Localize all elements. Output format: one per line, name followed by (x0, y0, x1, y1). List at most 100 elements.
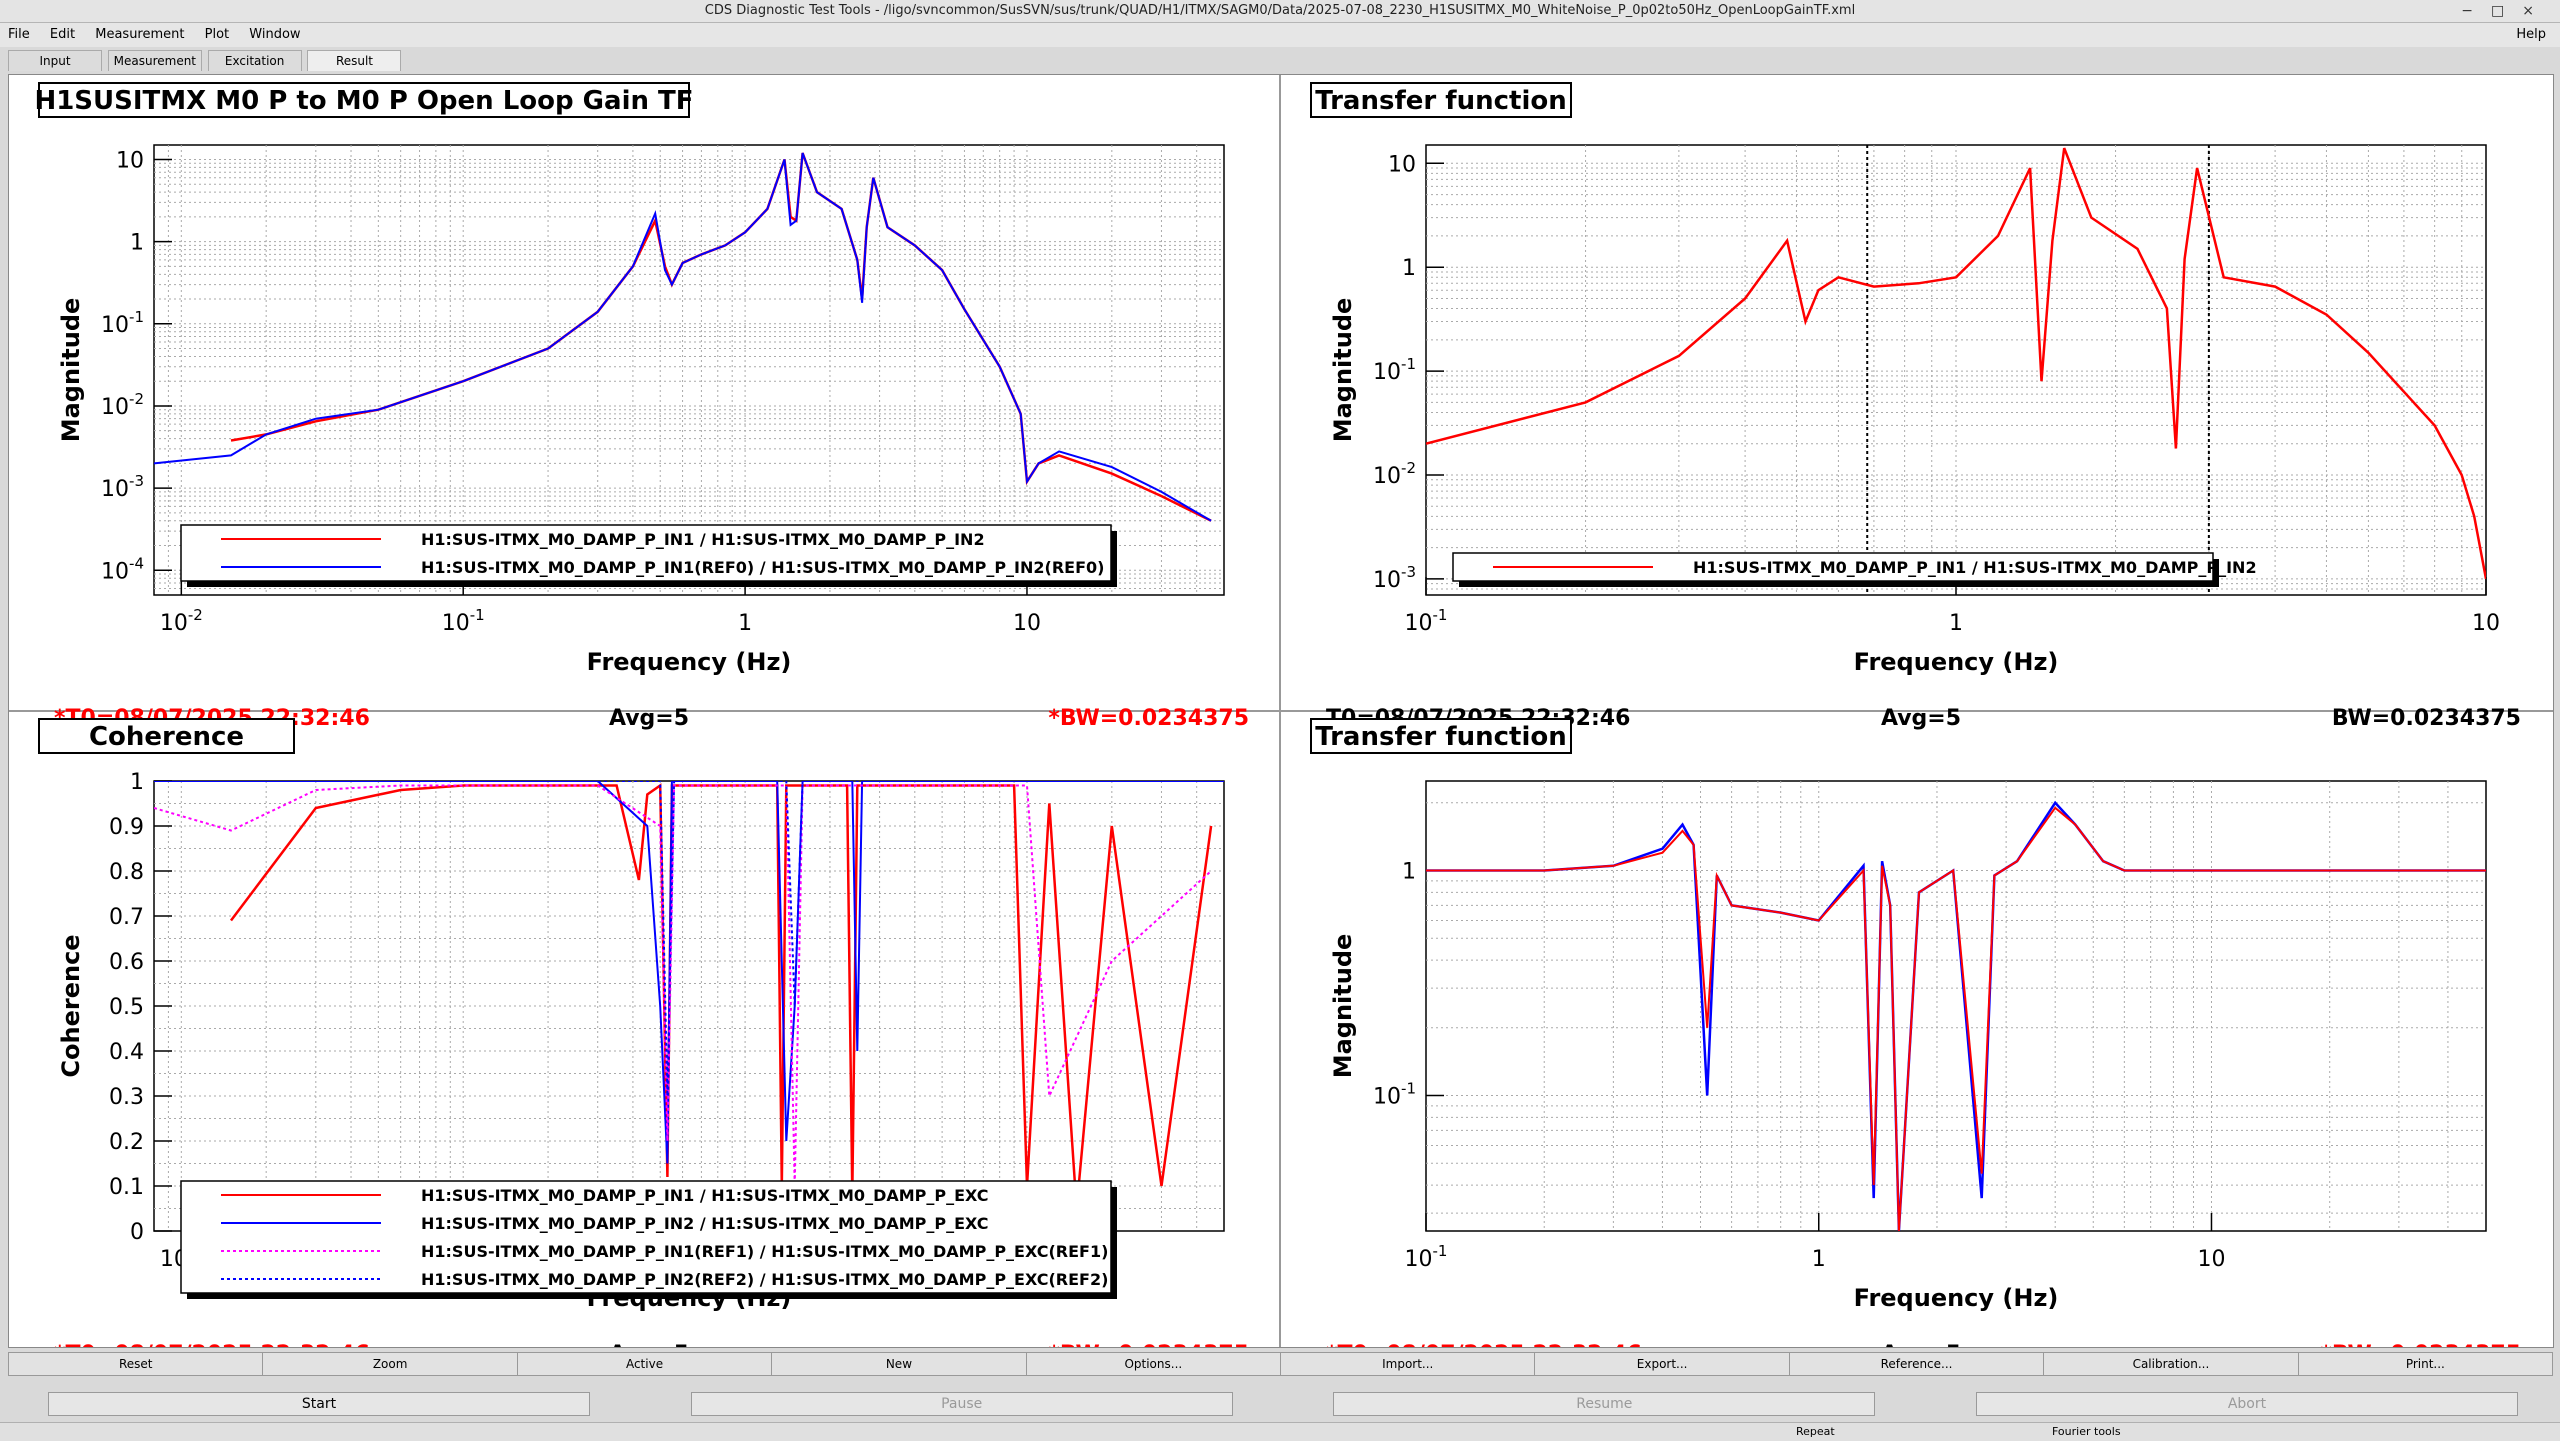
x-axis-label: Frequency (Hz) (1854, 648, 2059, 676)
x-tick-label: 10 (2472, 611, 2500, 636)
series-group (1426, 147, 2486, 580)
plot-frame (153, 144, 1225, 596)
y-tick-label: 0.1 (109, 1175, 144, 1200)
menu-help[interactable]: Help (2516, 27, 2546, 42)
y-tick-label: 0.2 (109, 1130, 144, 1155)
series-line-2 (154, 152, 1212, 522)
chart-title-box: H1SUSITMX M0 P to M0 P Open Loop Gain TF (34, 82, 694, 118)
legend-label: H1:SUS-ITMX_M0_DAMP_P_IN1 / H1:SUS-ITMX_… (421, 530, 985, 549)
y-tick-label: 10-1 (1373, 1080, 1416, 1110)
chart-title: Coherence (89, 722, 244, 752)
window-controls[interactable]: −□× (2461, 3, 2552, 19)
tab-result[interactable]: Result (307, 50, 402, 71)
y-tick-label: 10-3 (1373, 563, 1416, 593)
reference-button[interactable]: Reference... (1788, 1352, 2045, 1376)
resume-button[interactable]: Resume (1333, 1392, 1876, 1416)
series-group (154, 152, 1212, 522)
menu-file[interactable]: File (8, 27, 30, 42)
window-title-bar: CDS Diagnostic Test Tools - /ligo/svncom… (0, 0, 2560, 23)
legend-label: H1:SUS-ITMX_M0_DAMP_P_IN1(REF0) / H1:SUS… (421, 558, 1104, 577)
pause-button[interactable]: Pause (690, 1392, 1233, 1416)
y-tick-label: 1 (130, 231, 144, 256)
calibration-button[interactable]: Calibration... (2043, 1352, 2299, 1376)
chart-title: Transfer function (1315, 86, 1567, 116)
tab-excitation[interactable]: Excitation (207, 50, 302, 71)
y-tick-label: 0 (130, 1220, 144, 1245)
menu-window[interactable]: Window (249, 27, 301, 42)
footer-bw: BW=0.0234375 (2332, 706, 2521, 731)
x-tick-label: 1 (738, 611, 752, 636)
y-tick-label: 0.9 (109, 815, 144, 840)
x-tick-label: 10 (1013, 611, 1041, 636)
options-button[interactable]: Options... (1025, 1352, 1282, 1376)
x-tick-label: 1 (1812, 1247, 1826, 1272)
x-tick-label: 10 (2197, 1247, 2225, 1272)
active-button[interactable]: Active (516, 1352, 773, 1376)
import-button[interactable]: Import... (1280, 1352, 1536, 1376)
legend-label: H1:SUS-ITMX_M0_DAMP_P_IN2(REF2) / H1:SUS… (421, 1270, 1108, 1289)
new-button[interactable]: New (771, 1352, 1027, 1376)
plot-frame (1425, 780, 2487, 1232)
x-axis-label: Frequency (Hz) (1854, 1284, 2059, 1312)
status-bar: Repeat Fourier tools (0, 1422, 2560, 1441)
export-button[interactable]: Export... (1534, 1352, 1790, 1376)
y-tick-label: 10-3 (101, 472, 144, 502)
start-button[interactable]: Start (48, 1392, 590, 1416)
zoom-button[interactable]: Zoom (262, 1352, 518, 1376)
abort-button[interactable]: Abort (1975, 1392, 2518, 1416)
tab-input[interactable]: Input (8, 50, 102, 71)
reset-button[interactable]: Reset (8, 1352, 264, 1376)
menu-bar: File Edit Measurement Plot Window Help (0, 23, 2560, 47)
chart-panel-3: Coherence10-210-111010.90.80.70.60.50.40… (38, 718, 1249, 1367)
y-tick-label: 1 (1402, 256, 1416, 281)
chart-title-box: Transfer function (1310, 718, 1572, 754)
menu-edit[interactable]: Edit (49, 27, 76, 42)
y-tick-label: 10 (1388, 152, 1416, 177)
legend-label: H1:SUS-ITMX_M0_DAMP_P_IN1 / H1:SUS-ITMX_… (421, 1186, 989, 1205)
y-tick-label: 0.4 (109, 1040, 144, 1065)
series-group (1426, 800, 2486, 1231)
footer-t0: *T0=08/07/2025 22:32:46 (1326, 1342, 1642, 1347)
action-bar: Start Pause Resume Abort (48, 1392, 2518, 1416)
series-line-1 (1426, 147, 2486, 580)
legend: H1:SUS-ITMX_M0_DAMP_P_IN1 / H1:SUS-ITMX_… (180, 524, 1117, 587)
tab-measurement[interactable]: Measurement (107, 50, 202, 71)
series-line-1 (230, 783, 1213, 1209)
menu-plot[interactable]: Plot (204, 27, 230, 42)
footer-avg: Avg=5 (609, 706, 689, 731)
chart-title-box: Coherence (38, 718, 295, 754)
series-line-3 (154, 784, 1212, 1187)
chart-title-frame (1310, 718, 1572, 754)
footer-avg: Avg=5 (1881, 1342, 1961, 1347)
footer-bw: *BW=0.0234375 (1048, 706, 1249, 731)
y-tick-label: 10-1 (1373, 355, 1416, 385)
x-tick-label: 1 (1949, 611, 1963, 636)
y-tick-label: 10 (116, 148, 144, 173)
y-axis-label: Magnitude (1329, 934, 1357, 1079)
axis-ticks: 10-2 10-1 1 10 10 1 10-1 10-2 10-3 10-4 (101, 148, 1041, 636)
print-button[interactable]: Print... (2297, 1352, 2554, 1376)
legend: H1:SUS-ITMX_M0_DAMP_P_IN1 / H1:SUS-ITMX_… (180, 1180, 1117, 1299)
y-tick-label: 1 (1402, 860, 1416, 885)
y-tick-label: 1 (130, 770, 144, 795)
footer-t0: *T0=08/07/2025 22:32:46 (54, 1342, 370, 1347)
y-tick-label: 10-2 (101, 390, 144, 420)
legend-frame (180, 524, 1112, 582)
legend-label: H1:SUS-ITMX_M0_DAMP_P_IN1(REF1) / H1:SUS… (421, 1242, 1108, 1261)
y-tick-label: 0.3 (109, 1085, 144, 1110)
legend-label: H1:SUS-ITMX_M0_DAMP_P_IN2 / H1:SUS-ITMX_… (421, 1214, 989, 1233)
chart-panel-1: H1SUSITMX M0 P to M0 P Open Loop Gain TF… (34, 82, 1249, 731)
chart-title-frame (38, 82, 690, 118)
menu-measurement[interactable]: Measurement (95, 27, 185, 42)
y-tick-label: 0.7 (109, 905, 144, 930)
status-fourier: Fourier tools (2052, 1425, 2121, 1438)
x-tick-label: 10-1 (1405, 1242, 1448, 1272)
x-tick-label: 10-1 (442, 606, 485, 636)
window-title: CDS Diagnostic Test Tools - /ligo/svncom… (704, 3, 1856, 18)
chart-panel-4: Transfer function 10-1 1 10 1 10-1 Frequency (… (1310, 718, 2521, 1367)
series-line-2 (1426, 806, 2486, 1231)
plots-canvas: H1SUSITMX M0 P to M0 P Open Loop Gain TF… (9, 75, 2553, 1367)
axis-ticks: 10-1 1 10 1 10-1 (1373, 860, 2225, 1272)
status-repeat: Repeat (1796, 1425, 1835, 1438)
y-tick-label: 0.6 (109, 950, 144, 975)
